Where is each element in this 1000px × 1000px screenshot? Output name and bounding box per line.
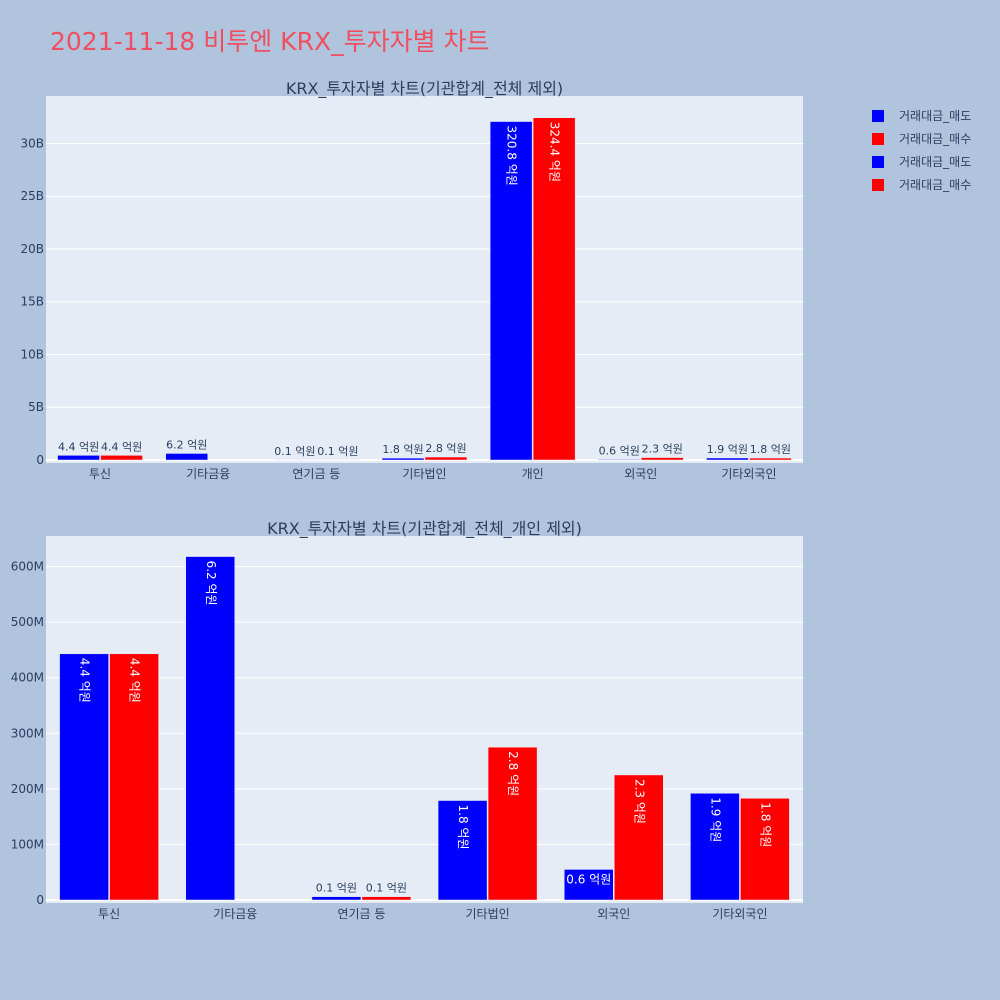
bar	[564, 869, 614, 901]
bar	[532, 117, 576, 461]
data-label: 324.4 억원	[548, 122, 562, 182]
y-tick-label: 30B	[20, 136, 44, 150]
x-tick-label: 투신	[89, 467, 111, 481]
x-tick-label: 기타외국인	[712, 907, 767, 921]
x-tick-label: 기타금융	[213, 907, 257, 921]
legend[interactable]: 거래대금_매도 거래대금_매수 거래대금_매도 거래대금_매수	[872, 104, 971, 196]
chart-title: KRX_투자자별 차트(기관합계_전체 제외)	[286, 79, 563, 99]
data-label: 0.1 억원	[366, 882, 407, 895]
data-label: 1.8 억원	[758, 802, 772, 847]
legend-item[interactable]: 거래대금_매도	[872, 104, 971, 127]
bar	[381, 457, 425, 461]
data-label: 4.4 억원	[101, 440, 142, 453]
bar	[424, 456, 468, 461]
bar	[311, 896, 362, 901]
bar	[59, 653, 109, 901]
bar	[437, 800, 488, 901]
data-label: 0.6 억원	[599, 444, 640, 457]
bar	[690, 793, 740, 901]
data-label: 1.9 억원	[707, 443, 748, 456]
bar	[641, 457, 684, 461]
y-tick-label: 200M	[11, 782, 44, 796]
legend-label: 거래대금_매도	[899, 155, 972, 169]
x-tick-label: 기타법인	[465, 907, 509, 921]
bar	[57, 455, 100, 461]
y-tick-label: 15B	[20, 295, 44, 309]
y-tick-label: 100M	[11, 837, 44, 851]
x-tick-label: 외국인	[597, 907, 630, 921]
x-tick-label: 기타법인	[402, 467, 446, 481]
x-tick-label: 연기금 등	[337, 907, 385, 921]
plot-area	[46, 536, 803, 903]
data-label: 1.8 억원	[750, 443, 791, 456]
bar	[100, 455, 143, 461]
data-label: 2.8 억원	[506, 751, 520, 796]
bar	[165, 453, 208, 461]
y-tick-label: 25B	[20, 189, 44, 203]
bar	[598, 459, 641, 461]
data-label: 6.2 억원	[204, 561, 218, 606]
legend-item[interactable]: 거래대금_매수	[872, 173, 971, 196]
data-label: 1.9 억원	[708, 797, 722, 842]
data-label: 6.2 억원	[166, 438, 207, 451]
bar	[614, 774, 664, 901]
data-label: 4.4 억원	[58, 440, 99, 453]
page-title: 2021-11-18 비투엔 KRX_투자자별 차트	[50, 27, 490, 56]
data-label: 0.1 억원	[274, 445, 315, 458]
legend-label: 거래대금_매도	[899, 109, 972, 123]
data-label: 4.4 억원	[78, 658, 92, 703]
bar	[487, 746, 538, 901]
y-tick-label: 20B	[20, 242, 44, 256]
x-tick-label: 기타금융	[186, 467, 230, 481]
y-tick-label: 5B	[28, 400, 44, 414]
data-label: 4.4 억원	[128, 658, 142, 703]
x-tick-label: 외국인	[624, 467, 657, 481]
data-label: 2.8 억원	[425, 442, 466, 455]
data-label: 1.8 억원	[456, 805, 470, 850]
y-tick-label: 10B	[20, 347, 44, 361]
legend-swatch	[872, 155, 884, 168]
y-tick-label: 600M	[11, 560, 44, 574]
y-tick-label: 0	[36, 893, 44, 907]
legend-swatch	[872, 178, 884, 191]
bar	[109, 653, 159, 901]
data-label: 2.3 억원	[632, 779, 646, 824]
legend-swatch	[872, 132, 884, 145]
legend-label: 거래대금_매수	[899, 178, 972, 192]
x-tick-label: 투신	[98, 907, 120, 921]
data-label: 0.1 억원	[316, 882, 357, 895]
legend-label: 거래대금_매수	[899, 132, 972, 146]
data-label: 2.3 억원	[642, 443, 683, 456]
x-tick-label: 연기금 등	[292, 467, 340, 481]
bar	[706, 457, 749, 461]
x-tick-label: 기타외국인	[721, 467, 776, 481]
bar	[489, 121, 533, 461]
chart-title: KRX_투자자별 차트(기관합계_전체_개인 제외)	[267, 519, 582, 539]
legend-item[interactable]: 거래대금_매도	[872, 150, 971, 173]
y-tick-label: 500M	[11, 615, 44, 629]
bar	[740, 798, 790, 901]
data-label: 0.1 억원	[317, 445, 358, 458]
data-label: 320.8 억원	[505, 126, 519, 186]
legend-swatch	[872, 109, 884, 122]
y-tick-label: 400M	[11, 671, 44, 685]
bar	[185, 556, 235, 901]
legend-item[interactable]: 거래대금_매수	[872, 127, 971, 150]
y-tick-label: 0	[36, 453, 44, 467]
bar	[361, 896, 412, 901]
data-label: 0.6 억원	[566, 872, 611, 886]
plot-area	[46, 96, 803, 463]
bar	[749, 457, 792, 461]
x-tick-label: 개인	[522, 467, 544, 481]
y-tick-label: 300M	[11, 726, 44, 740]
data-label: 1.8 억원	[382, 443, 423, 456]
